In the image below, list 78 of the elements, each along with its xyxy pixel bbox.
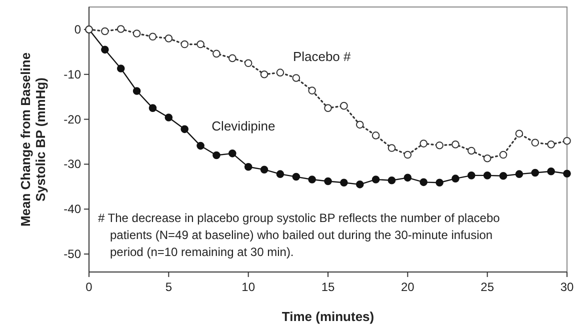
point <box>515 170 524 178</box>
point <box>563 136 571 145</box>
x-tick-label: 0 <box>86 280 93 294</box>
point <box>324 177 332 186</box>
series-label: Clevidipine <box>212 118 276 134</box>
x-tick-label: 10 <box>242 280 256 294</box>
point <box>276 68 284 76</box>
point <box>468 146 476 155</box>
point <box>531 138 540 147</box>
point <box>228 54 236 62</box>
point <box>212 151 220 160</box>
point <box>404 174 412 182</box>
point <box>515 130 524 138</box>
annotation: # The decrease in placebo group systolic BP reflects the number of placebo patients (N=49 at baseline) who bailed out during the 30-minute infusion period (n=10 remaining at 30 min). <box>98 211 500 259</box>
point <box>308 176 316 184</box>
y-tick-label: -20 <box>64 112 82 126</box>
point <box>101 46 109 54</box>
point <box>436 141 444 150</box>
x-tick-label: 5 <box>165 280 172 294</box>
y-tick-label: -40 <box>64 202 82 216</box>
point <box>260 70 268 78</box>
point <box>420 140 428 148</box>
point <box>148 104 157 112</box>
point <box>388 144 396 152</box>
point <box>340 102 348 110</box>
point <box>180 40 188 48</box>
x-tick-label: 25 <box>480 280 494 294</box>
y-tick-label: -10 <box>64 67 82 82</box>
point <box>116 64 125 72</box>
point <box>531 168 540 177</box>
y-tick-label: -30 <box>64 157 82 172</box>
point <box>308 86 316 94</box>
point <box>372 176 380 184</box>
point <box>563 170 571 178</box>
point <box>260 166 268 174</box>
point <box>499 172 508 180</box>
point <box>276 170 284 178</box>
point <box>180 125 188 134</box>
point <box>483 172 492 180</box>
point <box>483 154 492 162</box>
point <box>228 150 236 158</box>
x-axis-title: Time (minutes) <box>282 309 374 324</box>
point <box>404 150 412 159</box>
y-tick-label: -50 <box>64 247 82 262</box>
point <box>164 114 173 122</box>
y-tick-label: 0 <box>74 22 82 36</box>
point <box>468 172 476 180</box>
x-tick-label: 30 <box>560 280 574 294</box>
point <box>420 178 428 186</box>
point <box>244 59 252 68</box>
point <box>324 104 332 112</box>
point <box>547 140 555 148</box>
point <box>164 34 173 42</box>
point <box>196 40 204 48</box>
point <box>116 25 125 33</box>
point <box>244 163 252 171</box>
point <box>547 167 555 176</box>
point <box>499 150 508 159</box>
point <box>101 27 109 36</box>
x-tick-label: 20 <box>400 280 415 294</box>
point <box>292 74 300 82</box>
point <box>356 120 364 129</box>
point <box>388 176 396 184</box>
point <box>452 174 460 182</box>
series-label: Placebo # <box>292 48 352 64</box>
point <box>148 32 157 41</box>
point <box>292 172 300 181</box>
point <box>132 87 141 95</box>
point <box>196 142 204 150</box>
point <box>212 50 220 58</box>
point <box>436 178 444 187</box>
point <box>132 30 141 38</box>
point <box>452 140 460 148</box>
point <box>356 180 364 188</box>
point <box>340 178 348 187</box>
y-axis-title: Mean Change from Baseline Systolic BP (mmHg) <box>18 52 48 227</box>
x-tick-label: 15 <box>321 280 335 294</box>
point <box>372 132 380 140</box>
